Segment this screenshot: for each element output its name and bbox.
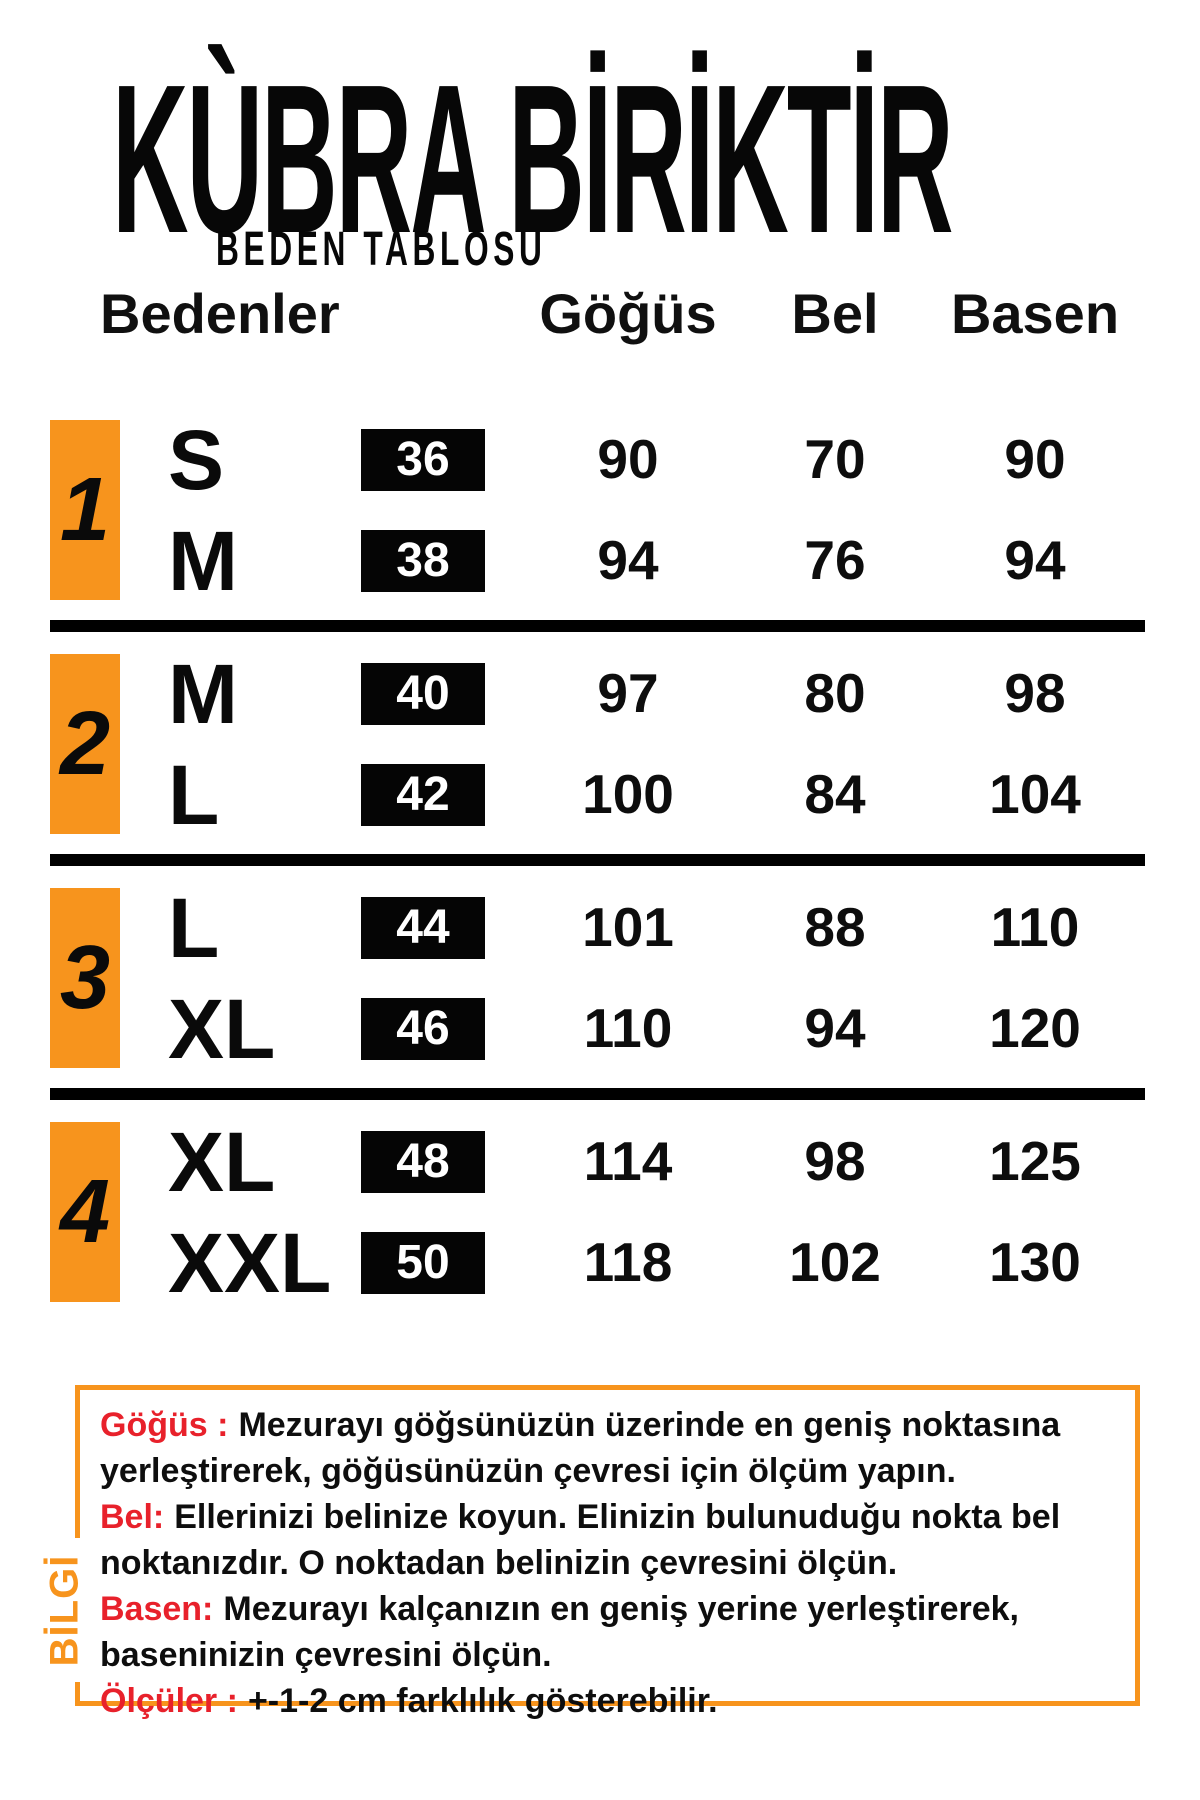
group-divider [50, 854, 1145, 866]
column-header-chest: Göğüs [539, 281, 717, 345]
waist-value: 76 [804, 529, 866, 591]
waist-value: 94 [804, 997, 866, 1059]
eu-size-badge: 36 [361, 428, 485, 491]
info-side-label: BİLGİ [34, 1538, 96, 1682]
chest-value: 110 [583, 997, 673, 1059]
group-number-badge: 2 [50, 654, 120, 834]
size-letter: XL [168, 1114, 276, 1209]
chest-value: 90 [597, 428, 659, 490]
chest-value: 118 [583, 1231, 673, 1293]
info-item-chest: Göğüs : Mezurayı göğsünüzün üzerinde en g… [100, 1402, 1113, 1494]
hips-value: 120 [989, 997, 1081, 1059]
hips-value: 110 [990, 896, 1080, 958]
info-label-waist: Bel: [100, 1498, 165, 1536]
size-letter: S [168, 412, 225, 507]
hips-value: 125 [989, 1130, 1081, 1192]
info-text-tolerance: +-1-2 cm farklılık gösterebilir. [247, 1682, 718, 1720]
eu-size-badge: 50 [361, 1231, 485, 1294]
group-number-badge: 3 [50, 888, 120, 1068]
hips-value: 104 [989, 763, 1081, 825]
chest-value: 101 [582, 896, 674, 958]
chest-value: 97 [597, 662, 659, 724]
group-divider [50, 1088, 1145, 1100]
info-text-hips: Mezurayı kalçanızın en geniş yerine yerl… [100, 1590, 1019, 1674]
brand-subtitle: BEDEN TABLOSU [216, 223, 547, 276]
column-header-hips: Basen [950, 281, 1120, 345]
info-label-hips: Basen: [100, 1590, 214, 1628]
size-letter: L [168, 747, 220, 842]
size-letter: L [168, 880, 220, 975]
hips-value: 130 [989, 1231, 1081, 1293]
waist-value: 98 [804, 1130, 866, 1192]
eu-size-badge: 44 [361, 896, 485, 959]
size-group-4: 4 XL 48 114 98 125 XXL 50 118 102 130 [50, 1100, 1171, 1322]
waist-value: 80 [804, 662, 866, 724]
size-letter: M [168, 513, 238, 608]
info-side-label-text: BİLGİ [42, 1554, 87, 1666]
hips-value: 94 [1004, 529, 1066, 591]
info-item-tolerance: Ölçüler : +-1-2 cm farklılık gösterebilir… [100, 1678, 1113, 1724]
size-letter: XL [168, 981, 276, 1076]
column-header-waist: Bel [791, 281, 879, 345]
info-text-waist: Ellerinizi belinize koyun. Elinizin bulu… [100, 1498, 1061, 1582]
eu-size-badge: 46 [361, 997, 485, 1060]
size-letter: M [168, 646, 238, 741]
eu-size-badge: 48 [361, 1130, 485, 1193]
size-letter: XXL [168, 1215, 332, 1310]
info-label-chest: Göğüs : [100, 1406, 229, 1444]
info-text-chest: Mezurayı göğsünüzün üzerinde en geniş no… [100, 1406, 1061, 1490]
size-group-3: 3 L 44 101 88 110 XL 46 110 94 120 [50, 866, 1171, 1088]
group-divider [50, 620, 1145, 632]
size-group-1: 1 S 36 90 70 90 M 38 94 76 94 [50, 398, 1171, 620]
waist-value: 84 [804, 763, 866, 825]
eu-size-badge: 38 [361, 529, 485, 592]
measurement-info-box: Göğüs : Mezurayı göğsünüzün üzerinde en g… [75, 1385, 1140, 1720]
info-label-tolerance: Ölçüler : [100, 1682, 238, 1720]
eu-size-badge: 42 [361, 763, 485, 826]
column-header-sizes: Bedenler [100, 281, 340, 345]
chest-value: 114 [583, 1130, 673, 1192]
waist-value: 70 [804, 428, 866, 490]
waist-value: 102 [789, 1231, 881, 1293]
table-header-row: Bedenler Göğüs Bel Basen [50, 280, 1171, 346]
info-item-waist: Bel: Ellerinizi belinize koyun. Elinizin … [100, 1494, 1113, 1586]
size-group-2: 2 M 40 97 80 98 L 42 100 84 104 [50, 632, 1171, 854]
group-number-badge: 4 [50, 1122, 120, 1302]
group-number-badge: 1 [50, 420, 120, 600]
hips-value: 90 [1004, 428, 1066, 490]
size-table: 1 S 36 90 70 90 M 38 94 76 94 2 M 40 97 … [50, 398, 1171, 1322]
brand-logo: KÙBRA BİRİKTİR [112, 40, 954, 277]
hips-value: 98 [1004, 662, 1066, 724]
chest-value: 94 [597, 529, 659, 591]
info-item-hips: Basen: Mezurayı kalçanızın en geniş yerin… [100, 1586, 1113, 1678]
eu-size-badge: 40 [361, 662, 485, 725]
chest-value: 100 [582, 763, 674, 825]
waist-value: 88 [804, 896, 866, 958]
